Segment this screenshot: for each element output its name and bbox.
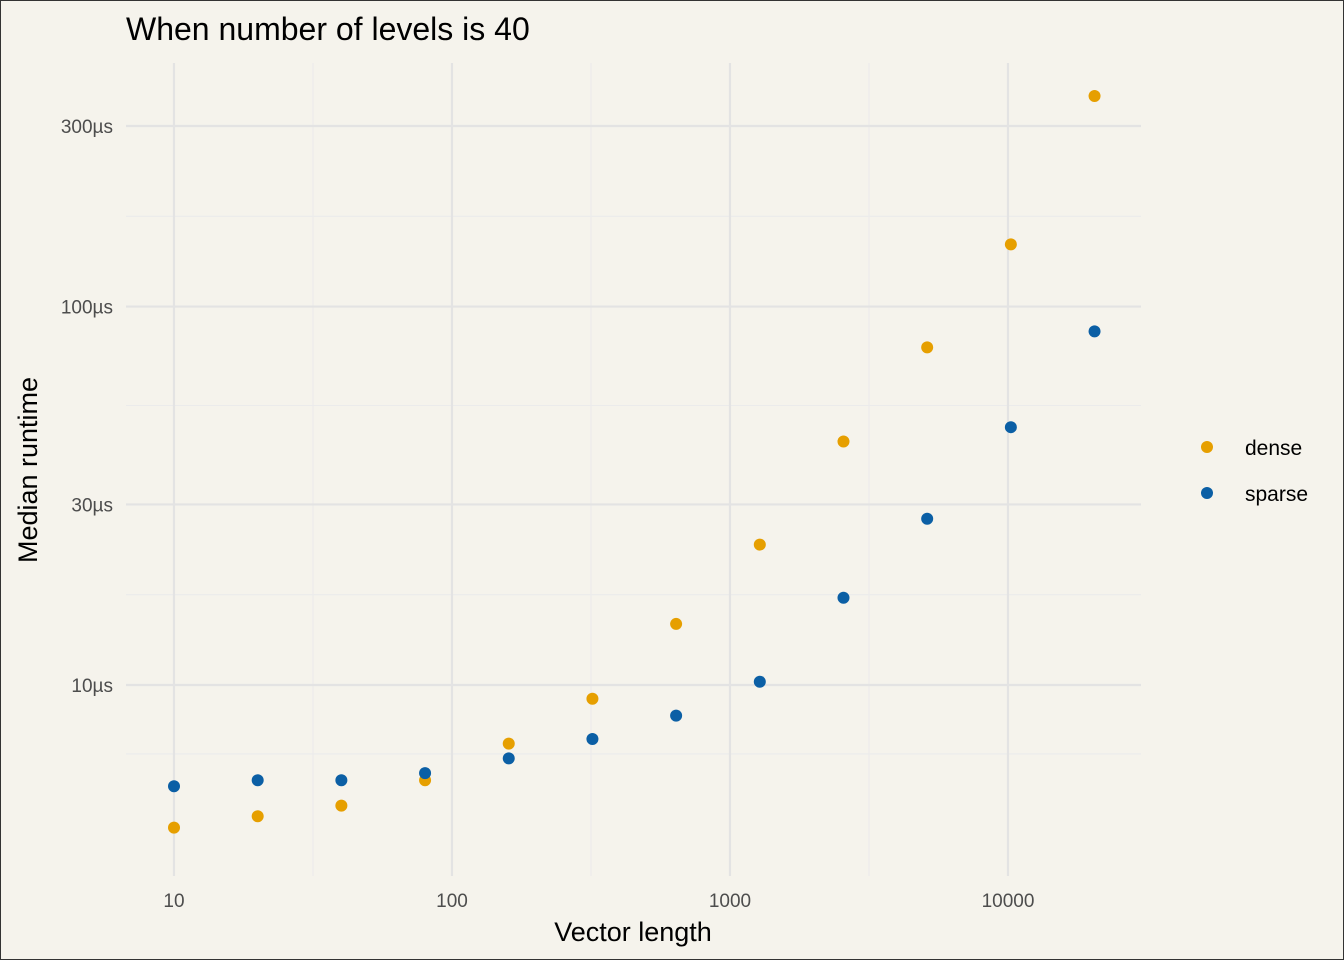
data-points (168, 90, 1101, 834)
point-sparse (419, 767, 432, 780)
chart-title: When number of levels is 40 (126, 11, 530, 47)
x-tick-label: 100 (436, 891, 468, 912)
point-dense (1004, 238, 1017, 251)
point-dense (586, 692, 599, 705)
y-tick-label: 30µs (71, 495, 113, 516)
legend-label-sparse: sparse (1245, 483, 1308, 506)
legend-key-dense (1201, 441, 1213, 453)
point-sparse (753, 675, 766, 688)
point-sparse (837, 591, 850, 604)
x-tick-label: 10000 (982, 891, 1035, 912)
legend: dense sparse (1201, 437, 1308, 506)
point-dense (753, 538, 766, 551)
major-gridlines (126, 63, 1141, 876)
x-tick-labels: 10 100 1000 10000 (163, 891, 1034, 912)
point-dense (837, 435, 850, 448)
point-sparse (335, 774, 348, 787)
y-tick-label: 100µs (61, 298, 113, 319)
point-dense (251, 810, 264, 823)
point-sparse (502, 752, 515, 765)
y-tick-label: 10µs (71, 676, 113, 697)
point-sparse (921, 512, 934, 525)
point-dense (921, 341, 934, 354)
x-tick-label: 1000 (709, 891, 751, 912)
point-sparse (1088, 325, 1101, 338)
minor-gridlines (126, 63, 1141, 876)
point-dense (670, 617, 683, 630)
x-tick-label: 10 (163, 891, 184, 912)
point-dense (335, 799, 348, 812)
point-sparse (251, 774, 264, 787)
point-dense (502, 737, 515, 750)
point-sparse (586, 732, 599, 745)
legend-key-sparse (1201, 487, 1213, 499)
x-axis-title: Vector length (554, 917, 712, 947)
point-dense (168, 821, 180, 834)
legend-label-dense: dense (1245, 437, 1302, 460)
point-sparse (670, 709, 683, 722)
y-tick-label: 300µs (61, 117, 113, 138)
point-sparse (1004, 421, 1017, 434)
y-tick-labels: 10µs 30µs 100µs 300µs (61, 117, 113, 697)
point-sparse (168, 780, 180, 793)
point-dense (1088, 90, 1101, 103)
y-axis-title: Median runtime (13, 377, 43, 563)
